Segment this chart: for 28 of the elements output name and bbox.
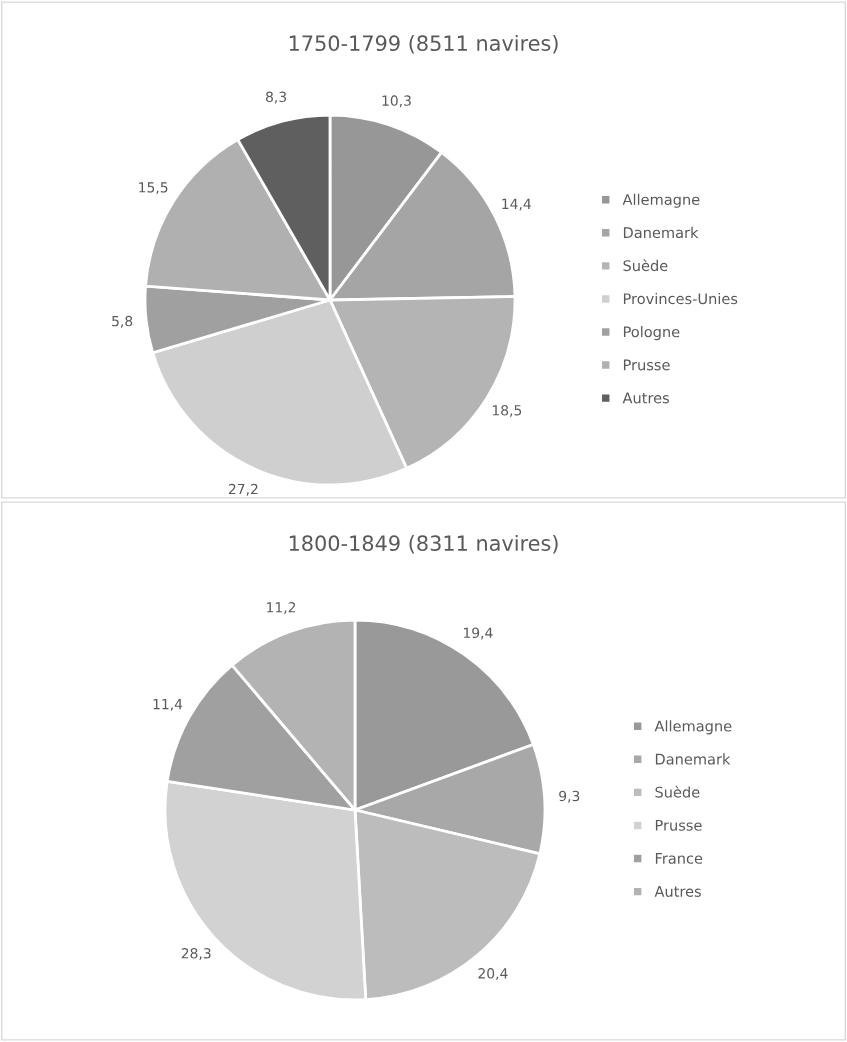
legend-label: France (655, 853, 703, 864)
legend-label: Autres (654, 886, 701, 897)
data-label: 18,5 (492, 404, 522, 417)
legend-label: Danemark (655, 753, 731, 765)
data-label: 27,2 (228, 483, 258, 496)
data-label: 28,3 (181, 948, 211, 960)
chart-title: 1750-1799 (8511 navires) (289, 34, 558, 54)
data-label: 9,3 (559, 790, 580, 803)
legend-label: Allemagne (654, 720, 732, 735)
legend-label: Autres (622, 392, 669, 404)
data-label: 14,4 (502, 198, 531, 211)
data-label: 5,8 (112, 315, 133, 328)
legend-label: Provinces-Unies (623, 292, 738, 305)
legend-label: Allemagne (622, 193, 700, 208)
data-label: 10,3 (382, 95, 411, 108)
data-label: 8,3 (266, 91, 287, 104)
legend-label: Prusse (623, 359, 670, 371)
legend-label: Suède (655, 785, 700, 798)
data-label: 11,4 (153, 699, 183, 711)
legend-label: Suède (623, 259, 668, 272)
chart-title: 1800-1849 (8311 navires) (289, 534, 558, 554)
data-label: 11,2 (267, 601, 296, 614)
legend-label: Danemark (623, 226, 699, 239)
legend-label: Pologne (623, 326, 680, 341)
legend-label: Prusse (655, 819, 702, 831)
data-label: 20,4 (478, 968, 508, 981)
data-label: 19,4 (463, 627, 493, 640)
data-label: 15,5 (139, 182, 168, 194)
